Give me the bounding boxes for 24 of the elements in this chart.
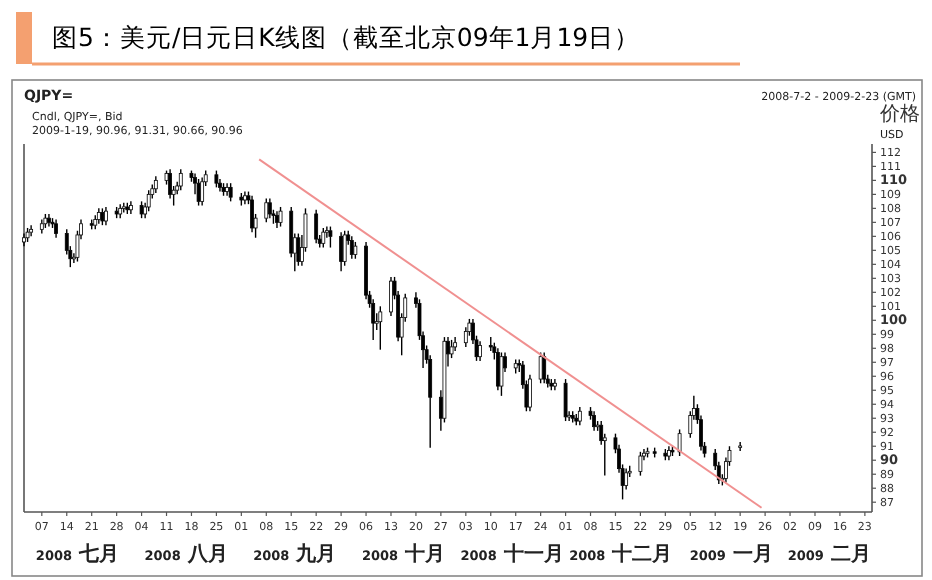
candlestick (428, 354, 433, 449)
chart-title: 图5：美元/日元日K线图（截至北京09年1月19日） (52, 22, 641, 52)
candlestick (225, 182, 229, 197)
y-axis-title: 价格 (878, 102, 920, 126)
candlestick (724, 456, 728, 484)
candlestick (193, 172, 197, 196)
candlestick (54, 218, 58, 239)
candlestick (168, 168, 172, 200)
candlestick (39, 218, 44, 235)
candlestick (29, 224, 34, 238)
candlestick (250, 195, 254, 233)
candlestick (104, 206, 108, 226)
candlestick (22, 232, 26, 247)
candlestick (463, 326, 468, 348)
candlestick (478, 340, 482, 362)
candlestick (699, 414, 703, 452)
candlestick (667, 445, 671, 461)
candlestick (738, 441, 743, 452)
candlestick (218, 178, 222, 193)
candlestick (364, 241, 368, 301)
candlestick (592, 410, 596, 432)
candlestick (243, 190, 247, 205)
candlestick (453, 336, 458, 352)
candlestick (47, 213, 51, 228)
